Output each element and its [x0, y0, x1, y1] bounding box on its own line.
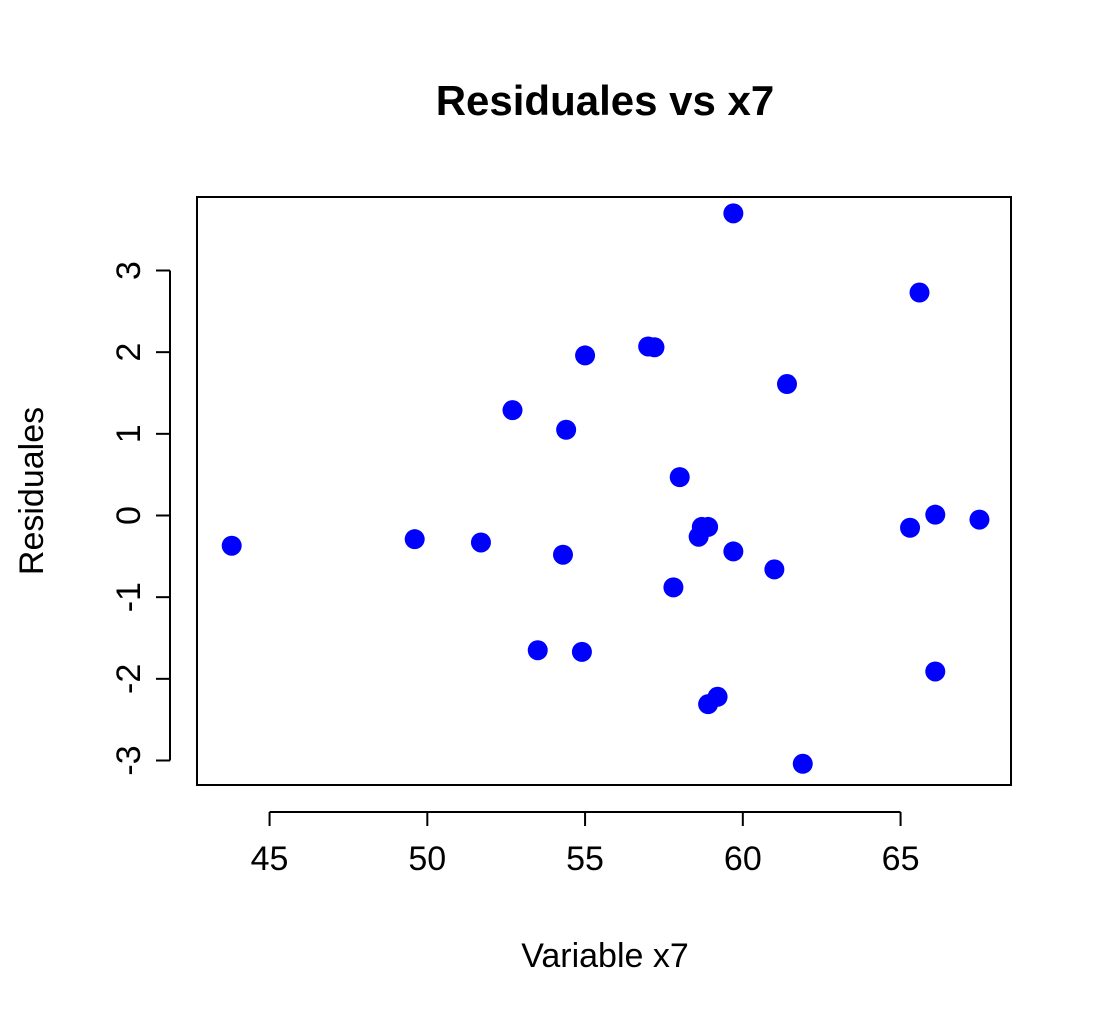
data-point [502, 400, 523, 421]
data-point [723, 203, 744, 224]
data-point [698, 516, 719, 537]
x-tick-label: 50 [408, 840, 446, 878]
data-point [556, 419, 577, 440]
x-tick-label: 65 [882, 840, 920, 878]
y-tick-label: -2 [110, 664, 148, 694]
data-point [776, 374, 797, 395]
data-point [909, 282, 930, 303]
y-tick-label: 2 [110, 343, 148, 362]
data-points [221, 203, 990, 774]
y-tick-label: 1 [110, 424, 148, 443]
data-point [575, 345, 596, 366]
data-point [527, 640, 548, 661]
x-axis-label: Variable x7 [521, 937, 689, 975]
x-tick-label: 55 [566, 840, 604, 878]
y-tick-label: 3 [110, 261, 148, 280]
x-tick-label: 60 [724, 840, 762, 878]
data-point [723, 541, 744, 562]
data-point [925, 504, 946, 525]
y-axis: -3 -2 -1 0 1 2 3 [110, 261, 171, 776]
data-point [470, 532, 491, 553]
x-tick-label: 45 [251, 840, 289, 878]
data-point [707, 686, 728, 707]
x-axis: 45 50 55 60 65 [251, 811, 920, 878]
data-point [900, 517, 921, 538]
y-tick-label: -1 [110, 582, 148, 612]
data-point [552, 544, 573, 565]
data-point [669, 467, 690, 488]
data-point [221, 535, 242, 556]
data-point [644, 337, 665, 358]
data-point [663, 577, 684, 598]
data-point [925, 661, 946, 682]
data-point [571, 641, 592, 662]
y-axis-label: Residuales [13, 407, 51, 575]
data-point [792, 753, 813, 774]
data-point [404, 529, 425, 550]
plot-frame [196, 196, 1012, 786]
data-point [969, 509, 990, 530]
y-tick-label: -3 [110, 745, 148, 775]
data-point [764, 559, 785, 580]
chart-title: Residuales vs x7 [436, 77, 775, 124]
y-tick-label: 0 [110, 506, 148, 525]
